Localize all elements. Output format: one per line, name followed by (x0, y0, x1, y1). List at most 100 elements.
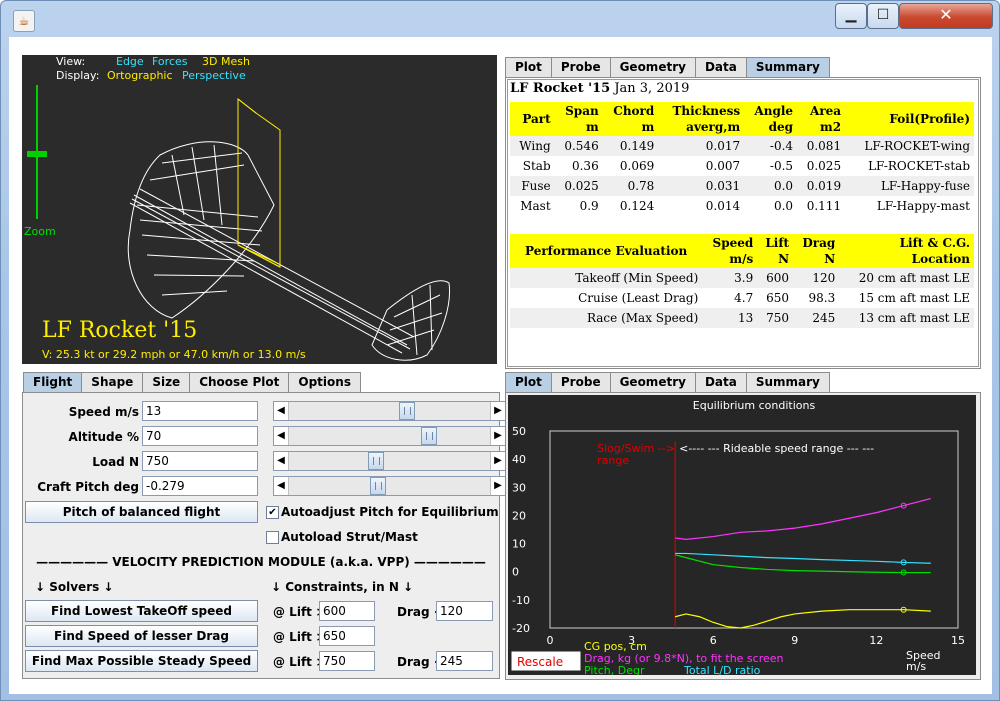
legend-cg-pos: CG pos, cm (584, 640, 647, 653)
bottom-tab-summary[interactable]: Summary (745, 372, 830, 392)
parts-row: Wing 0.546 0.149 0.017 -0.4 0.081 LF-ROCKET-wi… (510, 136, 974, 156)
speed-slider-left-arrow[interactable]: ◀ (274, 402, 289, 420)
parts-header-cell: Foil(Profile) (845, 102, 974, 136)
top-tab-data[interactable]: Data (694, 57, 747, 77)
parts-cell: 0.007 (705, 159, 741, 173)
find-lesser-drag-button[interactable]: Find Speed of lesser Drag (25, 625, 258, 647)
max-drag-input[interactable] (436, 651, 493, 671)
perf-cell: 15 cm aft mast LE (858, 291, 970, 305)
load-slider-right-arrow[interactable]: ▶ (490, 452, 505, 470)
speed-slider-thumb[interactable] (399, 402, 415, 420)
equilibrium-plot[interactable]: Equilibrium conditions 50 40 30 20 10 0 -10 -20 0… (508, 395, 976, 675)
bottom-tab-plot[interactable]: Plot (505, 372, 552, 392)
view-edge-option[interactable]: Edge (116, 55, 144, 68)
top-tab-geometry[interactable]: Geometry (609, 57, 696, 77)
equilibrium-chart: Equilibrium conditions 50 40 30 20 10 0 -10 -20 0… (511, 399, 965, 675)
perf-header-line1: Drag (802, 236, 836, 250)
y-tick-label: 40 (512, 453, 526, 466)
rescale-button[interactable]: Rescale (517, 655, 563, 669)
craft-pitch-input[interactable] (142, 476, 258, 496)
takeoff-drag-label: Drag < (397, 605, 444, 619)
autoload-strut-label: Autoload Strut/Mast (281, 530, 418, 544)
left-tab-shape[interactable]: Shape (81, 372, 144, 392)
top-tab-plot[interactable]: Plot (505, 57, 552, 77)
altitude-input[interactable] (142, 426, 258, 446)
bottom-tab-bar: Plot Probe Geometry Data Summary (505, 372, 830, 393)
max-lift-label: @ Lift > (273, 655, 327, 669)
summary-model-name: LF Rocket '15 (510, 81, 611, 96)
perf-cell: Takeoff (Min Speed) (510, 268, 703, 288)
minimize-button[interactable]: ▁ (835, 3, 867, 29)
altitude-slider-thumb[interactable] (421, 427, 437, 445)
bottom-tab-data[interactable]: Data (694, 372, 747, 392)
parts-header-line1: Foil(Profile) (889, 112, 970, 126)
display-ortographic-option[interactable]: Ortographic (107, 69, 173, 82)
view-forces-option[interactable]: Forces (152, 55, 188, 68)
left-tab-size[interactable]: Size (142, 372, 191, 392)
top-tab-bar: Plot Probe Geometry Data Summary (505, 57, 830, 78)
bottom-tab-probe[interactable]: Probe (550, 372, 611, 392)
rescale-button-bg (511, 651, 581, 671)
perf-row: Takeoff (Min Speed) 3.9 600 120 20 cm aft ma… (510, 268, 974, 288)
performance-table: Performance Evaluation Speed m/s Lift N Drag N… (510, 234, 974, 328)
bottom-tab-geometry[interactable]: Geometry (609, 372, 696, 392)
pitch-balanced-flight-button[interactable]: Pitch of balanced flight (25, 501, 258, 523)
close-button[interactable]: ✕ (899, 3, 993, 29)
lessdrag-lift-input[interactable] (319, 626, 375, 646)
load-slider[interactable]: ◀ ▶ (273, 451, 506, 471)
model-title: LF Rocket '15 (42, 318, 198, 343)
foil-wireframe (127, 97, 451, 361)
takeoff-drag-input[interactable] (436, 601, 493, 621)
takeoff-lift-input[interactable] (319, 601, 375, 621)
perf-row: Cruise (Least Drag) 4.7 650 98.3 15 cm aft m… (510, 288, 974, 308)
parts-header-unit: m (641, 120, 655, 134)
craft-pitch-slider[interactable]: ◀ ▶ (273, 476, 506, 496)
perf-header-cell: Speed m/s (702, 234, 758, 268)
java-cup-icon[interactable]: ☕ (13, 10, 35, 32)
left-tab-options[interactable]: Options (288, 372, 361, 392)
zoom-slider-thumb[interactable] (27, 151, 47, 157)
speed-input[interactable] (142, 401, 258, 421)
perf-cell: 600 (757, 268, 794, 288)
speed-slider-right-arrow[interactable]: ▶ (490, 402, 505, 420)
parts-header-cell: Chord m (602, 102, 659, 136)
perf-cell: 120 (793, 268, 840, 288)
craft-pitch-slider-thumb[interactable] (370, 477, 386, 495)
flight-panel: Speed m/s ◀ ▶ Altitude % ◀ ▶ Load N ◀ ▶ … (22, 392, 506, 679)
speed-slider[interactable]: ◀ ▶ (273, 401, 506, 421)
find-lowest-takeoff-button[interactable]: Find Lowest TakeOff speed (25, 600, 258, 622)
load-slider-thumb[interactable] (368, 452, 384, 470)
altitude-slider-right-arrow[interactable]: ▶ (490, 427, 505, 445)
left-tab-flight[interactable]: Flight (23, 372, 83, 392)
foil-3d-view[interactable]: View: Edge Forces 3D Mesh Display: Ortog… (22, 55, 497, 364)
x-tick-label: 3 (628, 634, 635, 647)
load-slider-left-arrow[interactable]: ◀ (274, 452, 289, 470)
craft-pitch-slider-right-arrow[interactable]: ▶ (490, 477, 505, 495)
parts-header-unit: m2 (820, 120, 842, 134)
load-input[interactable] (142, 451, 258, 471)
autoadjust-pitch-checkbox[interactable]: ✔ (266, 506, 279, 519)
left-tab-choose-plot[interactable]: Choose Plot (189, 372, 290, 392)
parts-header-unit: deg (768, 120, 794, 134)
parts-cell: 0.9 (579, 199, 599, 213)
speed-readout: V: 25.3 kt or 29.2 mph or 47.0 km/h or 1… (42, 348, 306, 361)
series-point-2 (900, 569, 907, 576)
maximize-button[interactable]: ☐ (867, 3, 899, 29)
altitude-slider-left-arrow[interactable]: ◀ (274, 427, 289, 445)
x-tick-label: 6 (710, 634, 717, 647)
parts-header-unit: averg,m (686, 120, 741, 134)
y-tick-label: 0 (512, 566, 519, 579)
find-max-speed-button[interactable]: Find Max Possible Steady Speed (25, 650, 258, 672)
craft-pitch-slider-left-arrow[interactable]: ◀ (274, 477, 289, 495)
top-tab-summary[interactable]: Summary (745, 57, 830, 77)
display-perspective-option[interactable]: Perspective (182, 69, 246, 82)
autoload-strut-checkbox[interactable] (266, 531, 279, 544)
perf-cell: 13 (702, 308, 758, 328)
title-bar[interactable]: ☕ ▁ ☐ ✕ (1, 1, 999, 37)
vpp-title: —————— VELOCITY PREDICTION MODULE (a.k.a… (36, 555, 486, 569)
top-tab-probe[interactable]: Probe (550, 57, 611, 77)
altitude-slider[interactable]: ◀ ▶ (273, 426, 506, 446)
view-3d-mesh-option[interactable]: 3D Mesh (202, 55, 250, 68)
max-lift-input[interactable] (319, 651, 375, 671)
perf-header-line1: Lift (765, 236, 790, 250)
